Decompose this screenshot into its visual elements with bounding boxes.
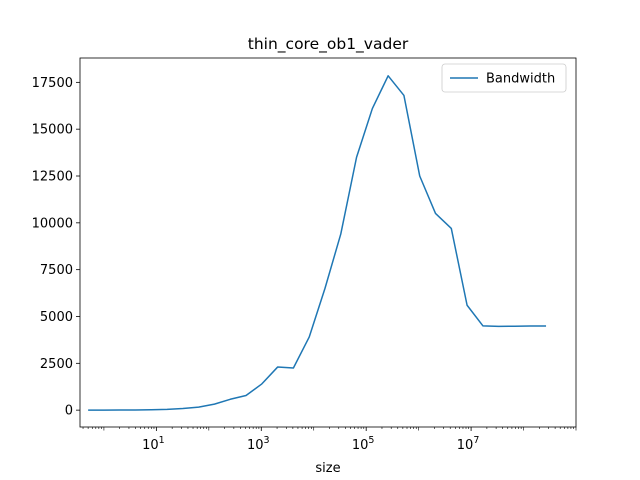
- y-tick-label: 12500: [32, 170, 73, 185]
- axes-frame: [79, 57, 577, 428]
- y-tick-label: 2500: [40, 357, 73, 372]
- chart-title: thin_core_ob1_vader: [248, 35, 409, 54]
- y-tick-label: 5000: [40, 310, 73, 325]
- x-axis-label: size: [315, 461, 340, 476]
- y-tick-label: 17500: [32, 76, 73, 91]
- legend-box: [441, 63, 567, 93]
- y-tick-label: 10000: [32, 216, 73, 231]
- y-tick-label: 0: [65, 404, 73, 419]
- legend-label: Bandwidth: [486, 72, 555, 87]
- legend: Bandwidth: [441, 63, 567, 93]
- y-tick-label: 7500: [40, 263, 73, 278]
- series-line-0: [88, 75, 547, 411]
- y-tick-label: 15000: [32, 123, 73, 138]
